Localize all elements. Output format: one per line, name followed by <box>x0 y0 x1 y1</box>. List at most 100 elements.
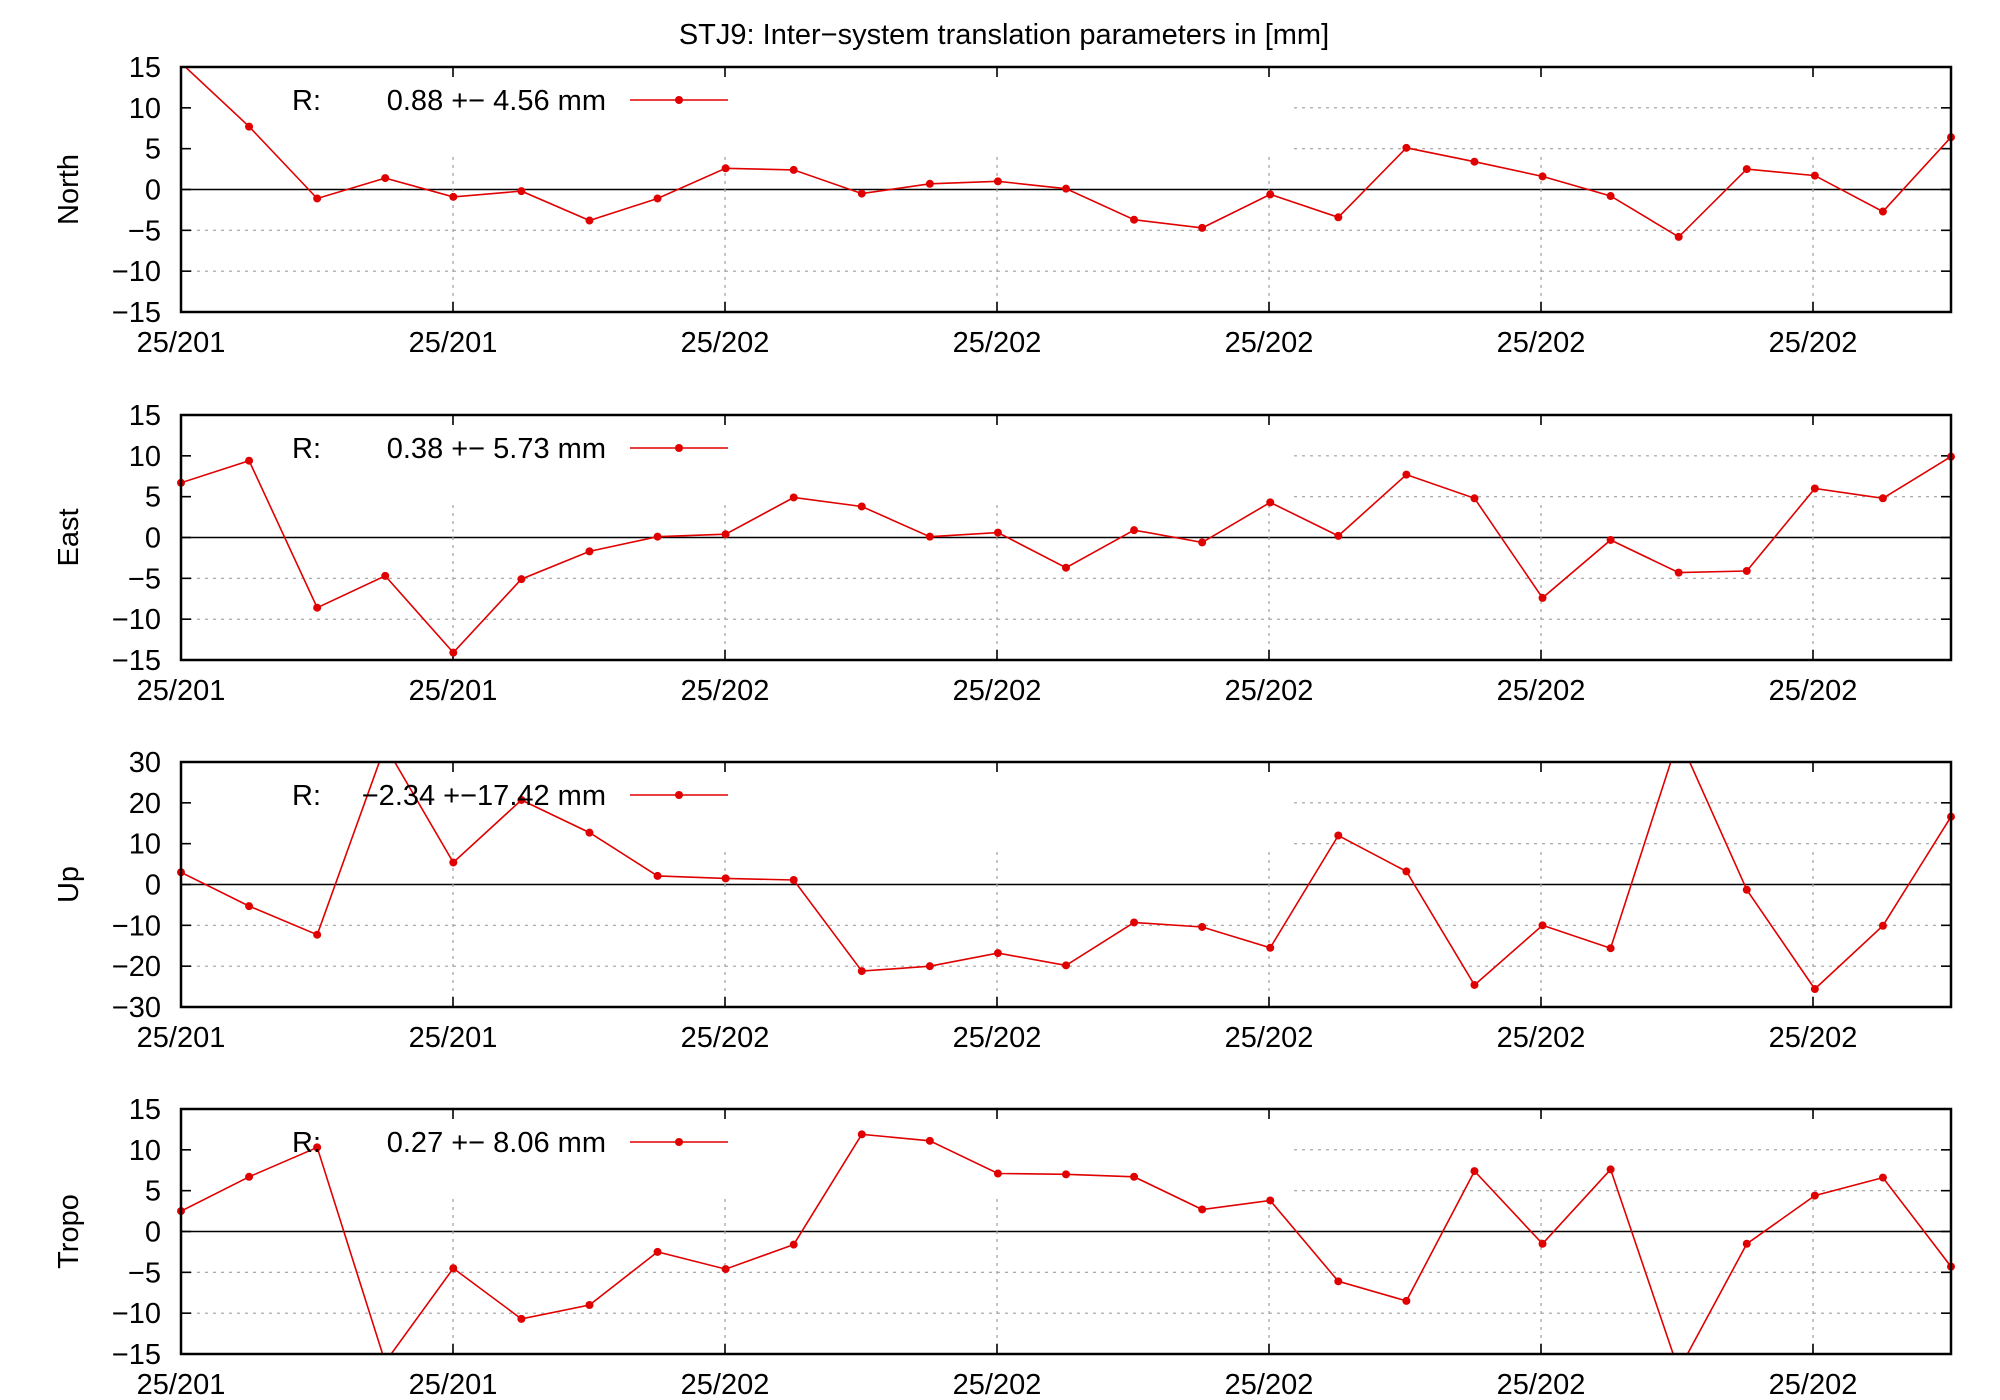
data-point <box>1266 1196 1275 1205</box>
data-point <box>1878 921 1887 930</box>
x-tick-label: 25/202 <box>953 327 1042 359</box>
x-tick-label: 25/201 <box>409 327 498 359</box>
data-point <box>381 571 390 580</box>
x-tick-label: 25/202 <box>681 327 770 359</box>
data-point <box>789 165 798 174</box>
data-point <box>653 871 662 880</box>
y-tick-label: 20 <box>129 788 161 820</box>
data-point <box>1402 867 1411 876</box>
x-tick-label: 25/201 <box>409 675 498 707</box>
y-tick-label: −30 <box>112 992 161 1024</box>
data-point <box>1266 498 1275 507</box>
data-point <box>1402 470 1411 479</box>
y-tick-label: −5 <box>128 1257 161 1289</box>
data-point <box>1334 1277 1343 1286</box>
y-tick-label: 5 <box>145 134 161 166</box>
legend-value: 0.27 +− 8.06 mm <box>387 1127 606 1159</box>
data-point <box>993 177 1002 186</box>
data-point <box>1062 961 1070 970</box>
data-point <box>1674 568 1683 577</box>
x-tick-label: 25/202 <box>1225 327 1314 359</box>
x-tick-label: 25/201 <box>409 1369 498 1400</box>
y-tick-label: −20 <box>112 951 161 983</box>
data-point <box>585 828 594 837</box>
data-point <box>993 528 1002 537</box>
x-tick-label: 25/201 <box>137 1022 226 1054</box>
data-point <box>517 187 526 196</box>
data-point <box>1538 1239 1547 1248</box>
data-point <box>1674 232 1683 241</box>
data-point <box>1606 944 1615 953</box>
plot-frame <box>179 1107 1953 1356</box>
data-point <box>313 1143 322 1152</box>
data-point <box>1742 1239 1751 1248</box>
y-tick-label: 5 <box>145 482 161 514</box>
data-point <box>1334 531 1343 540</box>
x-tick-label: 25/202 <box>1769 327 1858 359</box>
data-point <box>721 1265 730 1274</box>
data-point <box>721 874 730 883</box>
data-point <box>789 876 798 885</box>
y-tick-label: 10 <box>129 93 161 125</box>
data-point <box>1266 190 1275 199</box>
data-point <box>1266 943 1275 952</box>
data-point <box>1198 223 1207 232</box>
data-point <box>1810 985 1819 994</box>
data-point <box>1606 535 1615 544</box>
data-point <box>1470 980 1479 989</box>
x-tick-label: 25/202 <box>1769 1369 1858 1400</box>
y-tick-label: 5 <box>145 1176 161 1208</box>
data-point <box>449 858 458 867</box>
data-point <box>1810 484 1819 493</box>
data-point <box>1402 143 1411 152</box>
data-point <box>1470 494 1479 503</box>
x-tick-label: 25/202 <box>953 1022 1042 1054</box>
data-point <box>857 189 866 198</box>
y-tick-label: 15 <box>129 1094 161 1126</box>
y-tick-label: 0 <box>145 523 161 555</box>
series-line <box>181 762 1951 991</box>
data-point <box>1198 1205 1207 1214</box>
legend-label: R: <box>292 780 321 812</box>
y-axis-label: Tropo <box>53 1194 85 1269</box>
plot-frame <box>179 760 1953 1009</box>
legend-marker <box>675 444 683 452</box>
data-point <box>245 902 254 911</box>
data-point <box>1742 566 1751 575</box>
data-point <box>1606 192 1615 201</box>
data-point <box>1538 593 1547 602</box>
legend-value: −2.34 +−17.42 mm <box>362 780 606 812</box>
data-point <box>1878 1173 1887 1182</box>
y-axis-label: East <box>53 508 85 566</box>
legend-marker <box>675 791 683 799</box>
legend-label: R: <box>292 1127 321 1159</box>
y-tick-label: −10 <box>112 604 161 636</box>
data-point <box>245 122 254 131</box>
data-point <box>1606 1165 1615 1174</box>
data-point <box>721 530 730 539</box>
data-point <box>1130 918 1139 927</box>
y-tick-label: 15 <box>129 52 161 84</box>
x-tick-label: 25/202 <box>1225 1369 1314 1400</box>
y-tick-label: −10 <box>112 256 161 288</box>
chart-title: STJ9: Inter−system translation parameter… <box>679 19 1329 51</box>
data-point <box>1538 172 1547 181</box>
x-tick-label: 25/202 <box>953 675 1042 707</box>
data-point <box>993 949 1002 958</box>
data-point <box>925 1136 934 1145</box>
data-point <box>449 1264 458 1273</box>
data-point <box>857 502 866 511</box>
x-tick-label: 25/202 <box>1225 1022 1314 1054</box>
data-point <box>381 174 390 183</box>
data-point <box>1130 526 1139 535</box>
x-tick-label: 25/202 <box>1769 1022 1858 1054</box>
data-point <box>449 192 458 201</box>
x-tick-label: 25/202 <box>1497 1022 1586 1054</box>
series-line <box>181 455 1951 654</box>
data-point <box>1334 831 1343 840</box>
x-tick-label: 25/202 <box>1497 1369 1586 1400</box>
data-point <box>1062 184 1070 193</box>
x-tick-label: 25/202 <box>681 675 770 707</box>
x-tick-label: 25/202 <box>1769 675 1858 707</box>
y-tick-label: 10 <box>129 829 161 861</box>
